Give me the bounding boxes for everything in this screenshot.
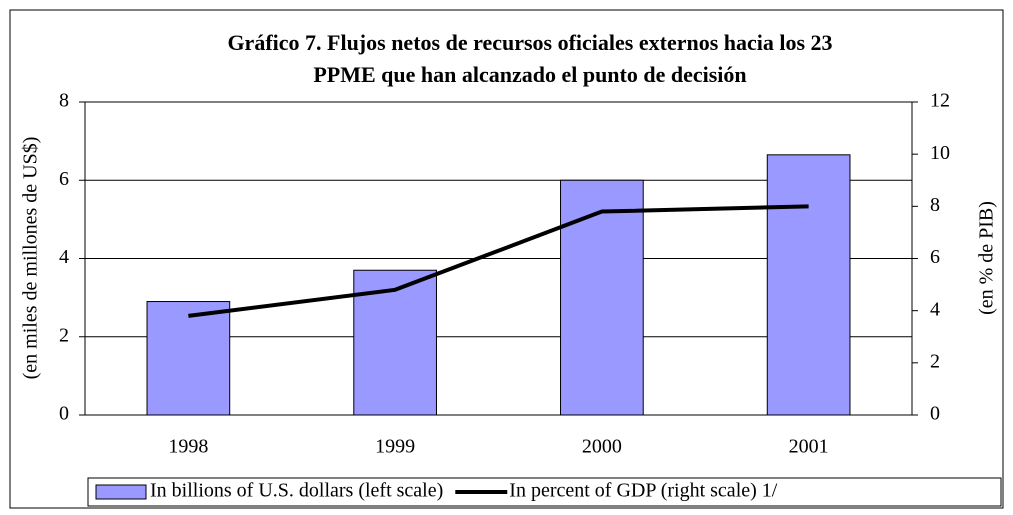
- x-tick-label: 2001: [789, 436, 829, 458]
- y-tick-label: 4: [59, 246, 69, 268]
- y2-tick-label: 8: [930, 194, 940, 216]
- legend-box: [87, 477, 1002, 507]
- legend-label: In billions of U.S. dollars (left scale): [150, 480, 443, 502]
- bar: [766, 154, 851, 416]
- bar: [560, 179, 644, 416]
- chart-title: PPME que han alcanzado el punto de decis…: [313, 62, 746, 87]
- y2-tick-label: 10: [930, 142, 950, 164]
- y-tick-label: 0: [59, 403, 69, 425]
- y2-axis-title: (en % de PIB): [976, 201, 998, 315]
- y2-tick-label: 4: [930, 298, 940, 320]
- legend-label: In percent of GDP (right scale) 1/: [509, 480, 778, 502]
- y-tick-label: 2: [59, 324, 69, 346]
- y-axis-title: (en miles de millones de US$): [20, 137, 42, 380]
- legend-swatch: [95, 484, 147, 500]
- line: [188, 204, 809, 318]
- y2-tick-label: 6: [930, 246, 940, 268]
- y2-tick-label: 12: [930, 90, 950, 112]
- y-tick-label: 8: [59, 90, 69, 112]
- x-tick-label: 1998: [168, 436, 208, 458]
- x-tick-label: 2000: [582, 436, 622, 458]
- chart-title: Gráfico 7. Flujos netos de recursos ofic…: [227, 30, 832, 55]
- y2-tick-label: 2: [930, 350, 940, 372]
- x-tick-label: 1999: [375, 436, 415, 458]
- y-tick-label: 6: [59, 168, 69, 190]
- bar: [146, 301, 231, 416]
- plot-area: [84, 101, 913, 416]
- y2-tick-label: 0: [930, 403, 940, 425]
